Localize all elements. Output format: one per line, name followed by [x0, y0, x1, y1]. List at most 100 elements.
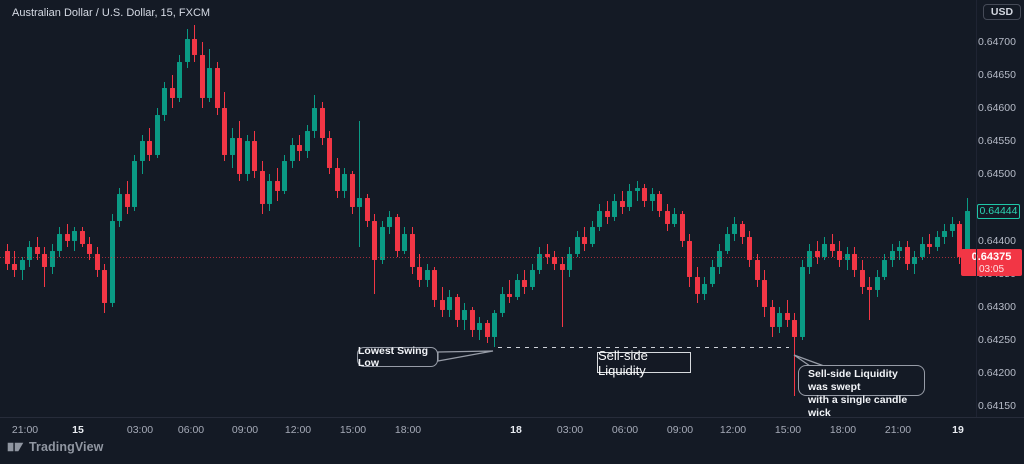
candle-body — [199, 55, 205, 99]
candle-body — [829, 243, 835, 251]
candle-body — [619, 200, 625, 208]
price-axis-label: 0.64550 — [978, 135, 1016, 148]
candle-body — [912, 257, 917, 264]
candle-body — [859, 270, 865, 287]
candle-body — [612, 200, 617, 218]
candle-body — [252, 141, 257, 172]
candle-body — [574, 237, 580, 254]
candle-body — [417, 267, 422, 281]
sell-side-liquidity-label[interactable]: Sell-side Liquidity — [597, 348, 691, 378]
candle-body — [124, 194, 130, 208]
candle-body — [642, 187, 647, 201]
candle-body — [799, 267, 805, 337]
candle-body — [672, 214, 677, 225]
time-axis-label: 06:00 — [177, 424, 205, 436]
candle-body — [867, 286, 872, 291]
candle-body — [754, 260, 760, 281]
candle-body — [349, 174, 355, 208]
candle-body — [844, 253, 850, 261]
candle-body — [319, 108, 325, 138]
liquidity-dashed-line[interactable] — [498, 346, 789, 348]
candle-body — [552, 257, 557, 264]
time-axis-label: 12:00 — [284, 424, 312, 436]
candle-body — [184, 38, 190, 62]
time-axis-separator — [0, 417, 1024, 418]
chart-pane[interactable]: Lowest Swing Low Sell-side Liquidity Sel… — [0, 0, 976, 417]
candle-body — [19, 260, 25, 271]
candle-body — [492, 313, 497, 337]
price-axis-label: 0.64300 — [978, 300, 1016, 313]
candle-body — [297, 144, 302, 152]
candle-body — [334, 167, 340, 191]
currency-unit-button[interactable]: USD — [983, 4, 1021, 20]
candle-body — [147, 141, 152, 155]
candle-wick — [359, 121, 360, 248]
candle-body — [627, 190, 632, 208]
candle-body — [229, 137, 235, 155]
candle-body — [304, 131, 310, 152]
candle-body — [679, 214, 685, 241]
time-axis[interactable]: 21:00 15 03:00 06:00 09:00 12:00 15:00 18:00 18 0… — [0, 418, 1024, 440]
current-price-value: 0.64375 — [971, 251, 1012, 264]
candle-body — [79, 230, 85, 244]
sweep-callout[interactable]: Sell-side Liquidity was swept with a sin… — [798, 365, 925, 417]
candle-body — [139, 141, 145, 162]
price-axis-label: 0.64200 — [978, 367, 1016, 379]
candle-body — [64, 233, 70, 241]
candle-wick — [869, 277, 870, 321]
candle-body — [4, 250, 10, 264]
candle-wick — [14, 250, 15, 277]
symbol-legend-title[interactable]: Australian Dollar / U.S. Dollar, 15, FXC… — [12, 7, 211, 19]
callout-tails — [437, 350, 825, 367]
candle-body — [544, 253, 550, 258]
candle-body — [837, 250, 842, 261]
candle-body — [432, 270, 437, 301]
tracked-price-tag: 0.64444 — [977, 204, 1020, 220]
candle-body — [717, 250, 722, 268]
time-axis-label: 03:00 — [556, 424, 584, 436]
candle-body — [402, 233, 407, 251]
candle-body — [964, 211, 970, 258]
candle-body — [72, 230, 77, 241]
candle-body — [484, 323, 490, 337]
candle-body — [409, 233, 415, 268]
candle-wick — [561, 257, 563, 327]
candle-body — [934, 237, 940, 248]
candle-body — [732, 224, 737, 234]
price-axis-label: 0.64500 — [978, 168, 1016, 181]
current-price-line — [0, 257, 976, 259]
candle-body — [514, 280, 520, 297]
candle-body — [814, 250, 820, 258]
candle-body — [709, 267, 715, 284]
candle-body — [94, 253, 100, 271]
candle-body — [154, 114, 160, 155]
candle-body — [567, 253, 572, 271]
time-axis-label: 15:00 — [774, 424, 802, 436]
candle-body — [499, 293, 505, 314]
candle-body — [529, 270, 535, 287]
candle-body — [259, 171, 265, 205]
swing-low-callout[interactable]: Lowest Swing Low — [357, 345, 438, 369]
candle-body — [394, 217, 400, 251]
candle-body — [559, 263, 565, 271]
candle-body — [582, 237, 587, 244]
candle-body — [102, 270, 107, 304]
time-axis-label: 19 — [952, 424, 964, 436]
time-axis-label: 12:00 — [719, 424, 747, 436]
sell-side-liquidity-text: Sell-side Liquidity — [598, 347, 648, 378]
candle-body — [42, 253, 47, 268]
swing-low-callout-tail — [437, 350, 494, 362]
candle-body — [222, 108, 227, 155]
candle-body — [687, 240, 692, 277]
time-axis-label: 15 — [72, 424, 84, 436]
time-axis-label: 09:00 — [231, 424, 259, 436]
candle-body — [214, 68, 220, 109]
candle-wick — [636, 181, 638, 201]
candle-body — [664, 210, 670, 225]
candle-body — [657, 194, 662, 211]
candle-body — [792, 320, 797, 337]
candle-body — [777, 313, 782, 327]
tradingview-branding[interactable]: TradingView — [7, 440, 104, 454]
current-price-tag: 0.64375 03:05 — [961, 249, 1022, 277]
candle-body — [874, 277, 880, 291]
